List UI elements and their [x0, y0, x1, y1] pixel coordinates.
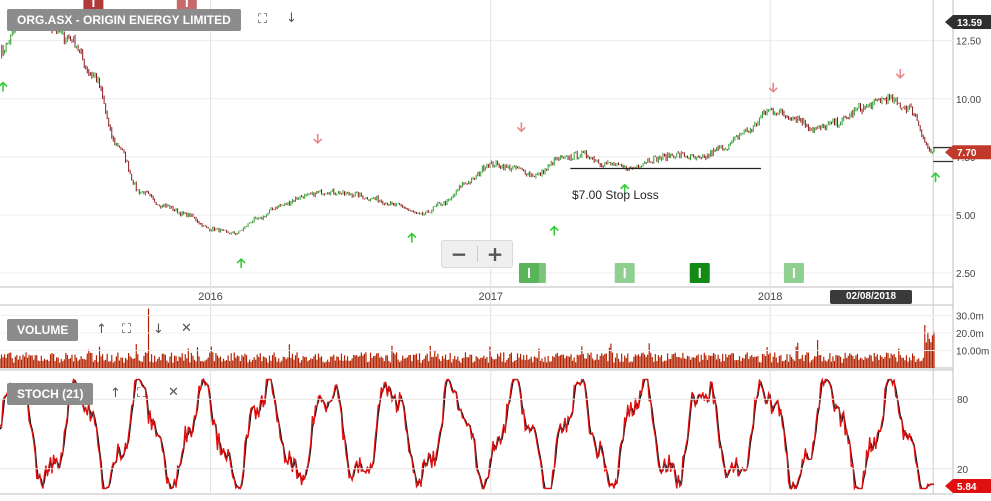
- stoch-tick-label: 20: [957, 465, 969, 476]
- buy-signal-arrow-icon: [0, 81, 8, 92]
- marker-bar: [698, 268, 701, 278]
- stoch-value-tag-text: 5.84: [957, 482, 977, 493]
- stoch-value-tag: 5.84: [945, 479, 991, 493]
- marker-bar: [623, 268, 626, 278]
- zoom-in-button[interactable]: +: [486, 242, 504, 266]
- arrow-head: [407, 232, 417, 239]
- stop-loss-label: $7.00 Stop Loss: [572, 188, 659, 202]
- price-tick-label: 5.00: [956, 211, 976, 222]
- current-price-tag-shape: [945, 145, 991, 160]
- buy-signal-arrow-icon: [549, 225, 559, 236]
- expand-icon[interactable]: ⛶: [258, 12, 268, 27]
- event-marker-icon[interactable]: [83, 0, 104, 12]
- high-price-tag-text: 13.59: [957, 18, 982, 29]
- stoch-k-line: [0, 377, 935, 491]
- volume-tick-label: 30.0m: [956, 312, 984, 323]
- price-tick-label: 12.50: [956, 37, 981, 48]
- arrow-down-icon[interactable]: ↓: [286, 11, 297, 26]
- expand-icon[interactable]: ⛶: [122, 322, 132, 337]
- volume-tick-label: 10.00m: [956, 347, 989, 358]
- sell-signal-arrow-icon: [768, 82, 778, 93]
- arrow-head: [768, 87, 778, 93]
- arrow-up-icon[interactable]: ↑: [110, 386, 121, 401]
- buy-signal-arrow-icon: [930, 171, 941, 183]
- arrow-head: [895, 73, 905, 79]
- arrow-head: [0, 81, 8, 88]
- marker-bar: [92, 0, 95, 7]
- zoom-control: − +: [441, 240, 513, 268]
- volume-bars: [0, 308, 935, 368]
- chart-title: ORG.ASX - ORIGIN ENERGY LIMITED: [7, 9, 241, 31]
- sell-signal-arrow-icon: [895, 68, 905, 79]
- arrow-up-icon[interactable]: ↑: [96, 322, 107, 337]
- high-price-tag-shape: [945, 15, 991, 29]
- zoom-separator: [477, 246, 478, 262]
- arrow-head: [313, 138, 323, 145]
- current-price-tag-text: 7.70: [957, 148, 977, 159]
- time-tick-label: 2017: [478, 291, 502, 303]
- arrow-head: [549, 225, 559, 232]
- stoch-value-tag-shape: [945, 479, 991, 493]
- cursor-date-tag: 02/08/2018: [830, 290, 912, 304]
- buy-signal-arrow-icon: [407, 232, 417, 243]
- event-marker-icon[interactable]: [783, 263, 804, 283]
- close-icon[interactable]: ✕: [181, 321, 192, 336]
- marker-bar: [792, 268, 795, 278]
- high-price-tag: 13.59: [945, 15, 991, 29]
- price-candles: [1, 13, 935, 236]
- arrow-down-icon[interactable]: ↓: [153, 322, 164, 337]
- arrow-head: [930, 171, 941, 178]
- close-icon[interactable]: ✕: [168, 385, 179, 400]
- price-tick-label: 10.00: [956, 95, 981, 106]
- buy-signal-arrow-icon: [620, 183, 630, 194]
- expand-icon[interactable]: ⛶: [137, 386, 147, 401]
- current-price-tag: 7.70: [945, 145, 991, 160]
- arrow-head: [620, 183, 630, 190]
- event-marker-icon[interactable]: [614, 263, 635, 283]
- stoch-panel-label: STOCH (21): [7, 383, 94, 405]
- time-tick-label: 2016: [198, 291, 222, 303]
- event-marker-icon[interactable]: [689, 263, 710, 283]
- stoch-tick-label: 80: [957, 395, 969, 406]
- volume-tick-label: 20.0m: [956, 329, 984, 340]
- sell-signal-arrow-icon: [313, 133, 323, 145]
- arrow-head: [236, 257, 246, 264]
- time-tick-label: 2018: [758, 291, 782, 303]
- zoom-out-button[interactable]: −: [450, 242, 468, 266]
- buy-signal-arrow-icon: [236, 257, 246, 269]
- arrow-head: [516, 126, 526, 133]
- sell-signal-arrow-icon: [516, 122, 526, 133]
- event-marker-icon[interactable]: [519, 263, 540, 283]
- volume-panel-label: VOLUME: [7, 319, 79, 341]
- price-tick-label: 2.50: [956, 269, 976, 280]
- marker-bar: [528, 268, 531, 278]
- marker-bar: [185, 0, 188, 7]
- event-marker-icon[interactable]: [176, 0, 197, 12]
